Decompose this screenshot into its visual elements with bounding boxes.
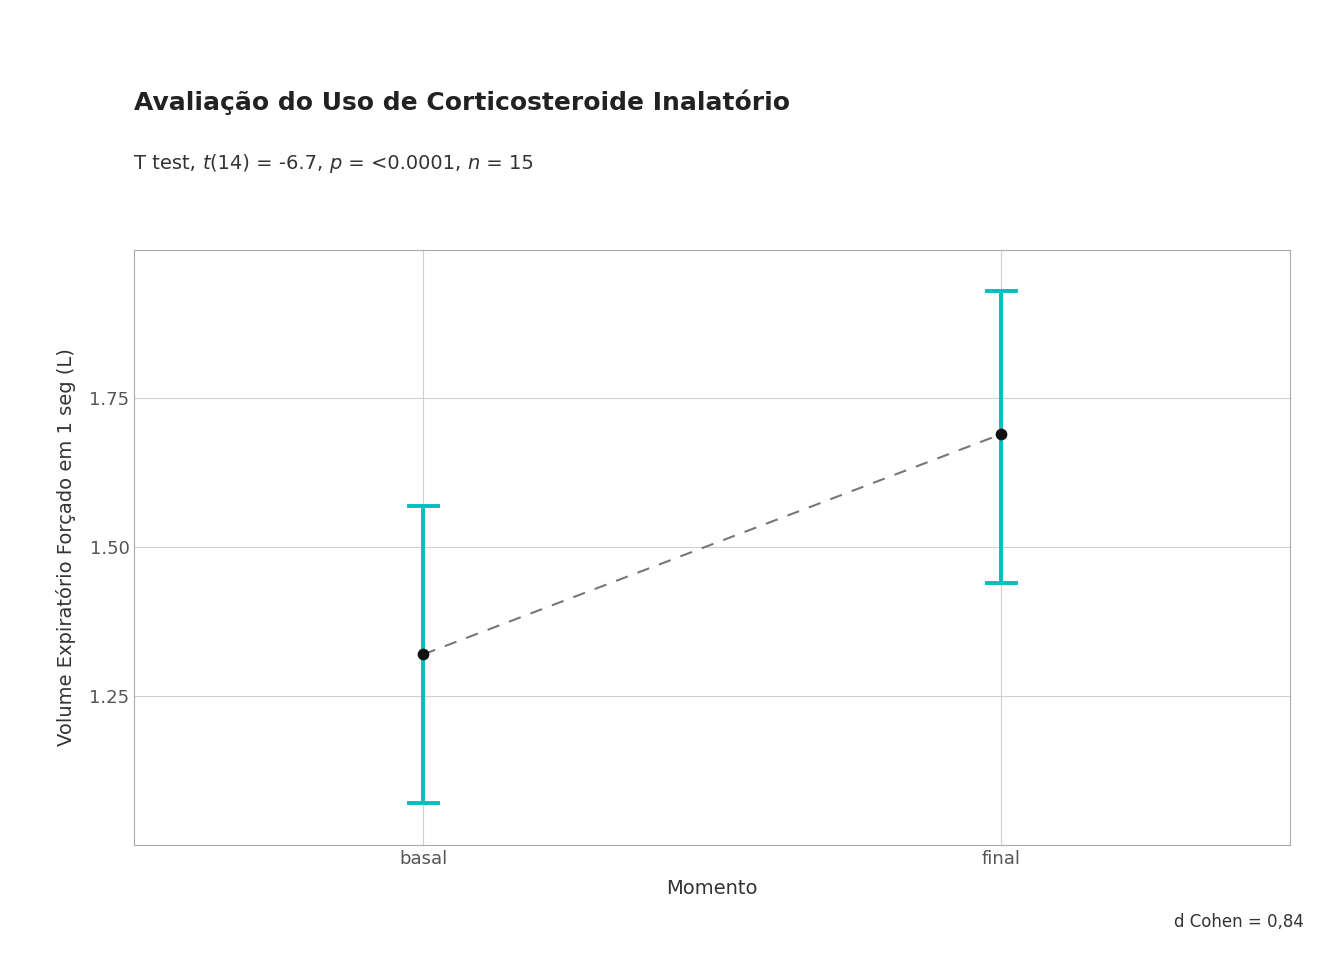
Text: = 15: = 15 [480, 154, 534, 173]
Text: p: p [329, 154, 341, 173]
Text: d Cohen = 0,84: d Cohen = 0,84 [1173, 913, 1304, 931]
Point [991, 426, 1012, 442]
X-axis label: Momento: Momento [667, 878, 758, 898]
Text: (14) = -6.7,: (14) = -6.7, [210, 154, 329, 173]
Y-axis label: Volume Expiratório Forçado em 1 seg (L): Volume Expiratório Forçado em 1 seg (L) [55, 348, 75, 746]
Text: T test,: T test, [134, 154, 203, 173]
Text: Avaliação do Uso de Corticosteroide Inalatório: Avaliação do Uso de Corticosteroide Inal… [134, 89, 790, 115]
Text: = <0.0001,: = <0.0001, [341, 154, 468, 173]
Text: n: n [468, 154, 480, 173]
Point [413, 647, 434, 662]
Text: t: t [203, 154, 210, 173]
